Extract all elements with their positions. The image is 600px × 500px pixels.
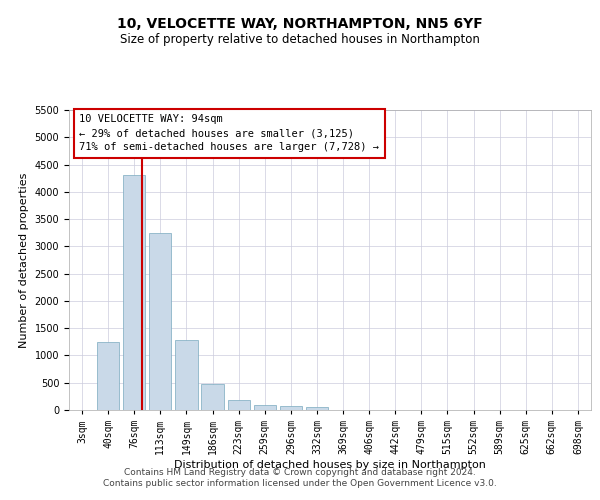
Bar bbox=[306, 408, 328, 410]
Bar bbox=[97, 342, 119, 410]
Text: 10, VELOCETTE WAY, NORTHAMPTON, NN5 6YF: 10, VELOCETTE WAY, NORTHAMPTON, NN5 6YF bbox=[117, 18, 483, 32]
Text: Contains HM Land Registry data © Crown copyright and database right 2024.
Contai: Contains HM Land Registry data © Crown c… bbox=[103, 468, 497, 487]
Bar bbox=[227, 400, 250, 410]
Y-axis label: Number of detached properties: Number of detached properties bbox=[19, 172, 29, 348]
Bar bbox=[175, 340, 197, 410]
Text: Size of property relative to detached houses in Northampton: Size of property relative to detached ho… bbox=[120, 32, 480, 46]
Bar bbox=[202, 384, 224, 410]
Text: 10 VELOCETTE WAY: 94sqm
← 29% of detached houses are smaller (3,125)
71% of semi: 10 VELOCETTE WAY: 94sqm ← 29% of detache… bbox=[79, 114, 379, 152]
Bar bbox=[123, 176, 145, 410]
Bar bbox=[149, 232, 172, 410]
X-axis label: Distribution of detached houses by size in Northampton: Distribution of detached houses by size … bbox=[174, 460, 486, 470]
Bar bbox=[280, 406, 302, 410]
Bar bbox=[254, 405, 276, 410]
